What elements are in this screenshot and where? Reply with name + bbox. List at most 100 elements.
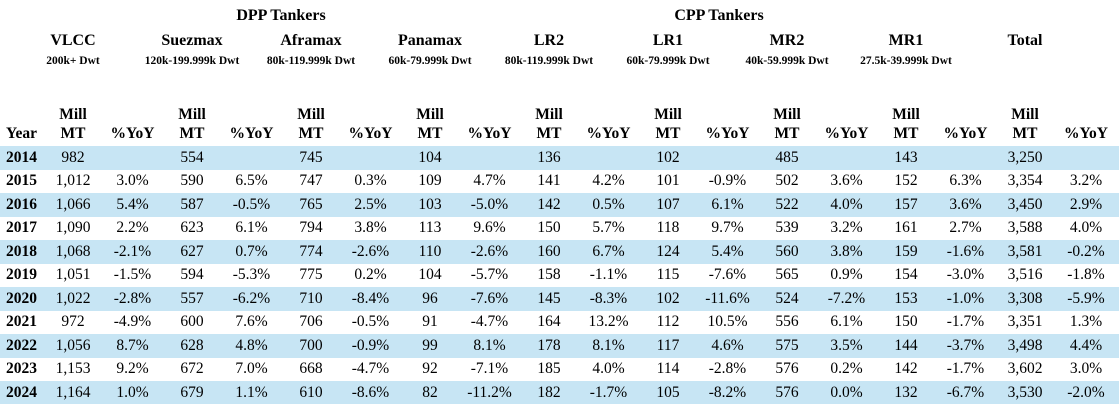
mill-mt-cell: 150 [894, 313, 918, 331]
yoy-column-header: %YoY [229, 125, 274, 142]
mill-mt-cell: 3,354 [1007, 172, 1043, 190]
dwt-range-lr1: 60k-79.999k Dwt [626, 54, 710, 67]
mill-mt-cell: 524 [775, 289, 799, 307]
mill-mt-cell: 522 [775, 195, 799, 213]
yoy-cell: 4.4% [1069, 336, 1103, 354]
mill-label: Mill [59, 106, 87, 123]
yoy-cell: 3.5% [830, 336, 863, 354]
mill-mt-cell: 982 [61, 148, 85, 166]
yoy-cell: -11.2% [467, 383, 512, 401]
group-title-dpp-tankers: DPP Tankers [236, 7, 326, 24]
mt-label: MT [655, 125, 681, 142]
yoy-cell: 1.0% [116, 383, 149, 401]
year-cell: 2023 [6, 360, 37, 378]
mill-mt-cell: 105 [656, 383, 680, 401]
yoy-cell: 6.1% [830, 313, 863, 331]
yoy-cell: 0.7% [235, 242, 268, 260]
mill-mt-cell: 774 [299, 242, 323, 260]
mill-mt-column-header: Mill MT [402, 105, 458, 143]
mill-mt-cell: 164 [537, 313, 561, 331]
yoy-cell: 4.0% [830, 195, 863, 213]
mill-mt-cell: 102 [656, 148, 680, 166]
yoy-cell: -2.1% [113, 242, 152, 260]
yoy-cell: 10.5% [707, 313, 748, 331]
yoy-cell: 3.6% [830, 172, 863, 190]
yoy-cell: 7.0% [235, 360, 268, 378]
mill-mt-cell: 114 [656, 360, 680, 378]
yoy-cell: 4.0% [1069, 219, 1103, 237]
mill-mt-cell: 158 [537, 266, 561, 284]
mill-mt-cell: 144 [894, 336, 918, 354]
table-row-2015: 2015 1,012 3.0% 590 6.5% 747 0.3% 109 4.7% 141 4.2… [0, 170, 1119, 194]
year-cell: 2022 [6, 336, 37, 354]
yoy-column-header: %YoY [586, 125, 631, 142]
yoy-cell: -1.8% [1067, 266, 1105, 284]
yoy-cell: -3.7% [946, 336, 985, 354]
yoy-column-header: %YoY [705, 125, 750, 142]
yoy-cell: 8.7% [116, 336, 149, 354]
mill-mt-column-header: Mill MT [45, 105, 101, 143]
yoy-cell: -8.4% [351, 289, 390, 307]
group-title-cpp-tankers: CPP Tankers [674, 7, 764, 24]
mill-mt-cell: 610 [299, 383, 323, 401]
table-row-2014: 2014 982 554 745 104 136 102 485 143 3,250 [0, 146, 1119, 170]
yoy-cell: 0.9% [830, 266, 863, 284]
yoy-cell: -0.5% [232, 195, 271, 213]
mill-label: Mill [535, 106, 563, 123]
year-cell: 2021 [6, 313, 37, 331]
mill-mt-cell: 1,056 [55, 336, 91, 354]
mill-mt-cell: 672 [180, 360, 204, 378]
yoy-cell: -1.7% [946, 360, 985, 378]
category-header-panamax: Panamax [398, 31, 462, 49]
yoy-cell: -0.9% [708, 172, 747, 190]
mt-label: MT [1012, 125, 1038, 142]
mill-label: Mill [1011, 106, 1039, 123]
mill-mt-column-header: Mill MT [997, 105, 1053, 143]
yoy-cell: -0.9% [351, 336, 390, 354]
mill-mt-cell: 109 [418, 172, 442, 190]
mt-label: MT [774, 125, 800, 142]
yoy-cell: 2.2% [116, 219, 149, 237]
yoy-cell: -2.6% [351, 242, 390, 260]
yoy-cell: -5.9% [1067, 289, 1105, 307]
mill-label: Mill [892, 106, 920, 123]
header-spacer [0, 69, 1119, 93]
yoy-cell: 4.7% [473, 172, 506, 190]
mill-mt-cell: 557 [180, 289, 204, 307]
yoy-cell: -8.3% [589, 289, 628, 307]
mill-mt-cell: 113 [418, 219, 442, 237]
table-row-2024: 2024 1,164 1.0% 679 1.1% 610 -8.6% 82 -11.2% 182 -… [0, 381, 1119, 404]
yoy-cell: 3.0% [1069, 360, 1103, 378]
category-header-aframax: Aframax [280, 31, 342, 49]
year-cell: 2024 [6, 383, 37, 401]
mill-mt-cell: 1,068 [55, 242, 91, 260]
group-header-row: DPP Tankers CPP Tankers [0, 2, 1119, 29]
mill-mt-cell: 161 [894, 219, 918, 237]
table-row-2017: 2017 1,090 2.2% 623 6.1% 794 3.8% 113 9.6% 150 5.7… [0, 217, 1119, 241]
yoy-cell: 3.8% [354, 219, 387, 237]
mill-mt-cell: 132 [894, 383, 918, 401]
mill-mt-cell: 560 [775, 242, 799, 260]
year-cell: 2014 [6, 148, 37, 166]
yoy-cell: 4.0% [592, 360, 625, 378]
yoy-cell: -1.0% [946, 289, 985, 307]
mill-mt-cell: 136 [537, 148, 561, 166]
yoy-cell: -5.0% [470, 195, 509, 213]
mill-mt-cell: 668 [299, 360, 323, 378]
yoy-cell: -1.7% [946, 313, 985, 331]
mill-mt-cell: 107 [656, 195, 680, 213]
mill-mt-cell: 3,250 [1007, 148, 1043, 166]
mill-mt-cell: 623 [180, 219, 204, 237]
mill-mt-cell: 775 [299, 266, 323, 284]
mill-mt-cell: 628 [180, 336, 204, 354]
yoy-cell: -0.5% [351, 313, 390, 331]
mill-mt-cell: 575 [775, 336, 799, 354]
mill-mt-cell: 96 [422, 289, 438, 307]
table-body: 2014 982 554 745 104 136 102 485 143 3,250 2015 1,0… [0, 146, 1119, 404]
yoy-cell: -6.7% [946, 383, 985, 401]
mill-label: Mill [297, 106, 325, 123]
year-column-header: Year [6, 125, 37, 142]
yoy-column-header: %YoY [943, 125, 988, 142]
yoy-cell: 1.1% [235, 383, 268, 401]
